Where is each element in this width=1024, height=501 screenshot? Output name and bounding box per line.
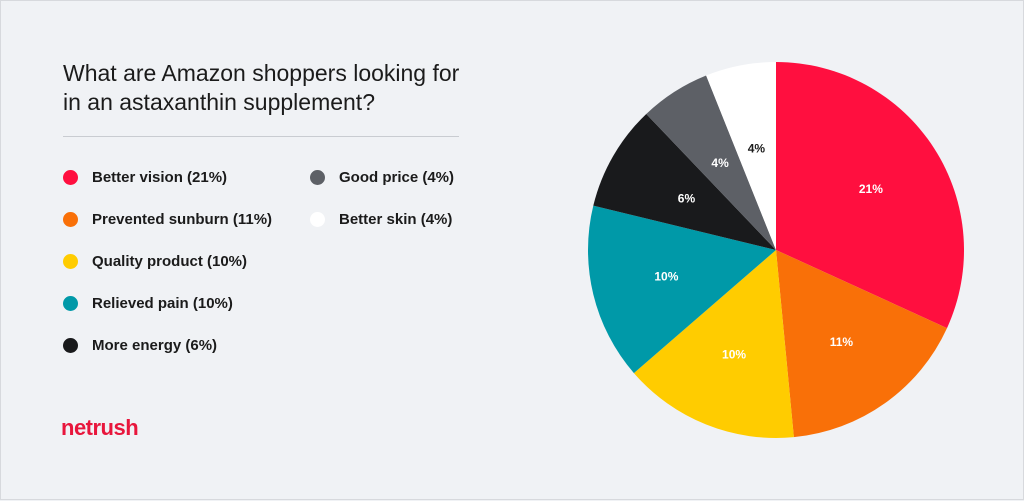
legend-swatch: [63, 170, 78, 185]
pie-data-label: 10%: [654, 270, 678, 284]
legend-label: Quality product (10%): [92, 253, 248, 270]
legend-swatch: [63, 338, 78, 353]
legend-swatch: [63, 296, 78, 311]
legend-label: Better skin (4%): [339, 211, 453, 228]
pie-slice: [706, 62, 776, 250]
legend-item-better-skin: Better skin (4%): [310, 211, 452, 228]
pie-slice: [633, 250, 794, 438]
pie-slice: [776, 62, 964, 329]
legend-label: Better vision (21%): [92, 169, 228, 186]
legend-item-better-vision: Better vision (21%): [63, 169, 227, 186]
pie-data-label: 4%: [711, 156, 729, 170]
pie-data-label: 21%: [859, 182, 883, 196]
legend-label: More energy (6%): [92, 337, 218, 354]
pie-slice: [776, 250, 948, 438]
pie-data-label: 11%: [830, 335, 854, 349]
pie-data-label: 6%: [678, 191, 696, 205]
legend-swatch: [63, 254, 78, 269]
legend-item-relieved-pain: Relieved pain (10%): [63, 295, 233, 312]
legend-label: Prevented sunburn (11%): [92, 211, 273, 228]
legend-item-quality-product: Quality product (10%): [63, 253, 247, 270]
pie-data-label: 10%: [722, 348, 746, 362]
legend-item-prevented-sunburn: Prevented sunburn (11%): [63, 211, 272, 228]
pie-slice: [646, 75, 776, 250]
pie-slice: [593, 113, 776, 250]
pie-data-label: 4%: [748, 141, 766, 155]
netrush-logo: netrush: [61, 415, 139, 440]
legend-swatch: [310, 212, 325, 227]
legend-item-more-energy: More energy (6%): [63, 337, 217, 354]
legend-swatch: [310, 170, 325, 185]
chart-title: What are Amazon shoppers looking for in …: [63, 60, 460, 115]
legend-swatch: [63, 212, 78, 227]
legend-item-good-price: Good price (4%): [310, 169, 454, 186]
legend-label: Good price (4%): [339, 169, 455, 186]
title-divider: [63, 136, 459, 137]
legend-label: Relieved pain (10%): [92, 295, 233, 312]
pie-slice: [588, 205, 776, 374]
